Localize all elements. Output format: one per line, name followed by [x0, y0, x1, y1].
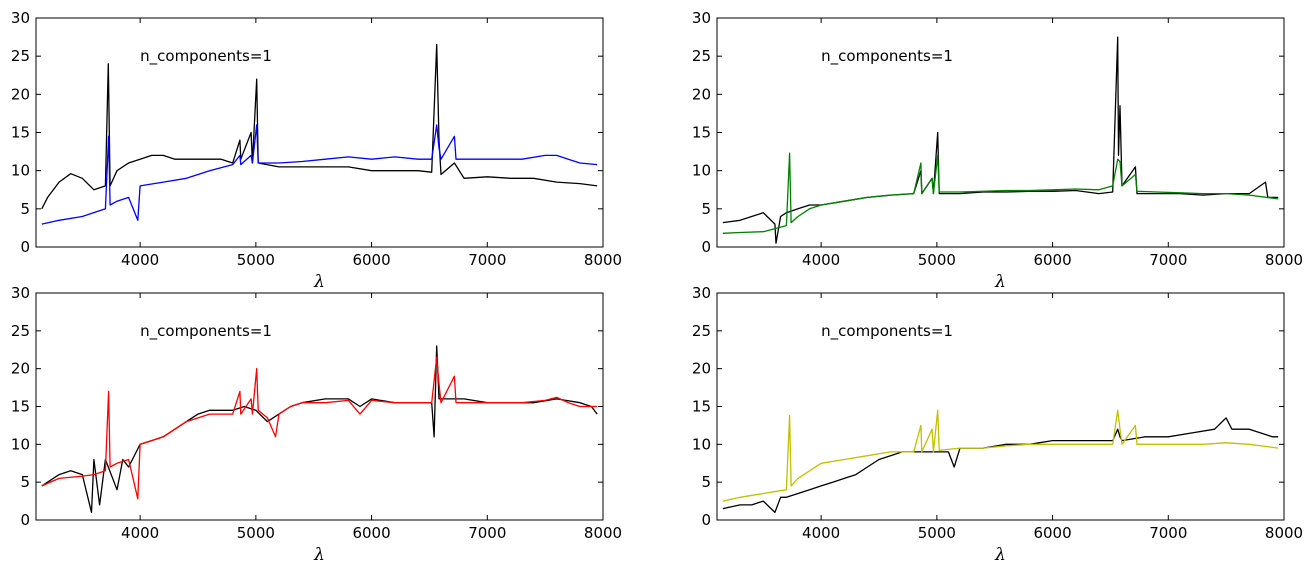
y-tick-label: 15	[692, 398, 711, 416]
y-tick-label: 5	[20, 200, 30, 218]
x-tick-label: 7000	[1149, 251, 1187, 269]
chart-panel-1: 4000 5000 6000 7000 8000 0 5 10 15 20 25 30 λ n_compo…	[11, 9, 622, 292]
x-tick-label: 8000	[1265, 524, 1303, 542]
x-tick-label: 7000	[1149, 524, 1187, 542]
axes-frame	[35, 292, 604, 521]
y-tick-label: 0	[20, 511, 30, 529]
series-line-2	[722, 409, 1279, 502]
y-tick-label: 0	[20, 238, 30, 256]
y-tick-label: 20	[692, 360, 711, 378]
y-tick-label: 15	[692, 124, 711, 142]
y-tick-label: 5	[701, 473, 711, 491]
x-tick-label: 5000	[918, 251, 956, 269]
y-tick-label: 5	[20, 473, 30, 491]
x-tick-label: 8000	[584, 524, 622, 542]
x-axis-label: λ	[994, 272, 1006, 292]
series-line-2	[41, 356, 598, 500]
y-tick-label: 30	[11, 9, 30, 27]
y-tick-label: 30	[692, 9, 711, 27]
chart-panel-4: 4000 5000 6000 7000 8000 0 5 10 15 20 25 30 λ n_compo…	[692, 284, 1303, 565]
y-tick-label: 20	[11, 85, 30, 103]
series-line-2	[722, 152, 1279, 234]
x-axis-label: λ	[313, 272, 325, 292]
axes-frame	[716, 292, 1285, 521]
y-tick-label: 20	[11, 360, 30, 378]
axes-frame	[716, 17, 1285, 248]
x-axis-label: λ	[994, 545, 1006, 565]
x-tick-label: 4000	[121, 251, 159, 269]
x-tick-label: 7000	[468, 524, 506, 542]
series-line-1	[722, 417, 1279, 514]
annotation-text: n_components=1	[140, 322, 272, 341]
y-tick-label: 0	[701, 511, 711, 529]
y-tick-label: 20	[692, 85, 711, 103]
series-line-1	[41, 345, 598, 514]
annotation-text: n_components=1	[821, 322, 953, 341]
y-tick-label: 15	[11, 398, 30, 416]
y-tick-label: 30	[11, 284, 30, 302]
y-tick-label: 10	[692, 435, 711, 453]
y-tick-label: 25	[692, 47, 711, 65]
x-tick-label: 6000	[1033, 524, 1071, 542]
y-tick-label: 10	[11, 162, 30, 180]
series-line-1	[41, 44, 598, 210]
x-tick-label: 8000	[584, 251, 622, 269]
x-tick-label: 4000	[802, 524, 840, 542]
x-tick-label: 5000	[918, 524, 956, 542]
x-tick-label: 4000	[802, 251, 840, 269]
series-line-1	[722, 36, 1279, 244]
x-tick-label: 6000	[352, 251, 390, 269]
x-tick-label: 6000	[1033, 251, 1071, 269]
chart-panel-2: 4000 5000 6000 7000 8000 0 5 10 15 20 25 30 λ n_compo…	[692, 9, 1303, 292]
y-tick-label: 5	[701, 200, 711, 218]
x-tick-label: 6000	[352, 524, 390, 542]
y-tick-label: 25	[11, 322, 30, 340]
x-tick-label: 5000	[237, 251, 275, 269]
x-tick-label: 5000	[237, 524, 275, 542]
y-tick-label: 15	[11, 124, 30, 142]
x-tick-label: 8000	[1265, 251, 1303, 269]
y-tick-label: 25	[692, 322, 711, 340]
chart-panel-3: 4000 5000 6000 7000 8000 0 5 10 15 20 25 30 λ n_compo…	[11, 284, 622, 565]
x-axis-label: λ	[313, 545, 325, 565]
x-tick-label: 4000	[121, 524, 159, 542]
y-tick-label: 10	[11, 435, 30, 453]
y-tick-label: 25	[11, 47, 30, 65]
x-tick-label: 7000	[468, 251, 506, 269]
y-tick-label: 0	[701, 238, 711, 256]
axes-frame	[35, 17, 604, 248]
y-tick-label: 30	[692, 284, 711, 302]
series-line-2	[41, 124, 598, 225]
annotation-text: n_components=1	[821, 47, 953, 66]
annotation-text: n_components=1	[140, 47, 272, 66]
y-tick-label: 10	[692, 162, 711, 180]
